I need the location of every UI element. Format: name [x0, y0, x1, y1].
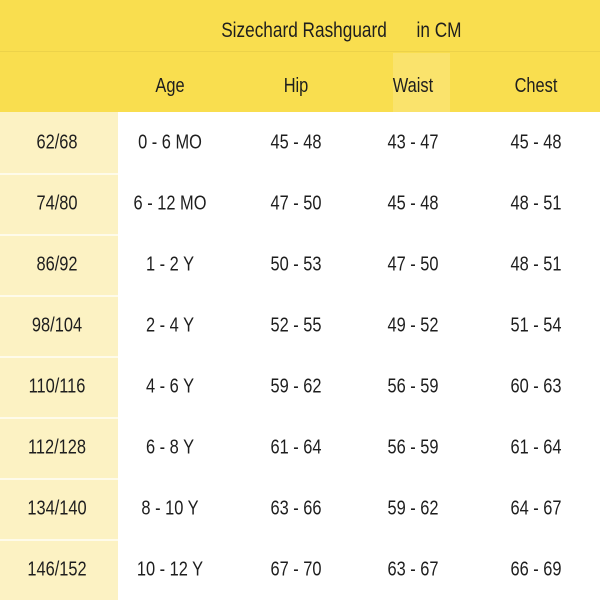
- size-cell: 62/68: [36, 131, 78, 153]
- age-cell: 10 - 12 Y: [136, 558, 204, 580]
- size-cell: 86/92: [36, 253, 78, 275]
- chest-cell: 45 - 48: [510, 131, 562, 153]
- size-cell-background: [0, 112, 118, 173]
- hip-cell: 67 - 70: [270, 558, 322, 580]
- hip-cell: 61 - 64: [270, 436, 322, 458]
- size-cell-background: [0, 173, 118, 234]
- size-cell-background: [0, 234, 118, 295]
- waist-cell: 45 - 48: [387, 192, 439, 214]
- size-cell: 134/140: [27, 497, 87, 519]
- waist-cell: 56 - 59: [387, 436, 439, 458]
- size-cell: 112/128: [27, 436, 87, 458]
- hip-cell: 52 - 55: [270, 314, 322, 336]
- waist-cell: 56 - 59: [387, 375, 439, 397]
- table-row: 112/128 6 - 8 Y 61 - 64 56 - 59 61 - 64: [0, 417, 600, 478]
- hip-cell: 45 - 48: [270, 131, 322, 153]
- waist-cell: 43 - 47: [387, 131, 439, 153]
- size-cell: 74/80: [36, 192, 78, 214]
- table-row: 146/152 10 - 12 Y 67 - 70 63 - 67 66 - 6…: [0, 539, 600, 600]
- table-row: 86/92 1 - 2 Y 50 - 53 47 - 50 48 - 51: [0, 234, 600, 295]
- waist-cell: 59 - 62: [387, 497, 439, 519]
- column-header-hip: Hip: [283, 75, 309, 97]
- column-header-waist: Waist: [392, 75, 434, 97]
- table-row: 134/140 8 - 10 Y 63 - 66 59 - 62 64 - 67: [0, 478, 600, 539]
- unit-label: in CM: [416, 19, 462, 42]
- age-cell: 0 - 6 MO: [138, 131, 202, 153]
- hip-cell: 47 - 50: [270, 192, 322, 214]
- age-cell: 2 - 4 Y: [145, 314, 195, 336]
- header-band: Sizechard Rashguard in CM Age Hip Waist …: [0, 0, 600, 112]
- waist-cell: 49 - 52: [387, 314, 439, 336]
- age-cell: 4 - 6 Y: [145, 375, 195, 397]
- chest-cell: 48 - 51: [510, 192, 562, 214]
- hip-cell: 50 - 53: [270, 253, 322, 275]
- table-row: 110/116 4 - 6 Y 59 - 62 56 - 59 60 - 63: [0, 356, 600, 417]
- column-header-age: Age: [155, 75, 185, 97]
- chest-cell: 66 - 69: [510, 558, 562, 580]
- age-cell: 1 - 2 Y: [145, 253, 195, 275]
- chest-cell: 64 - 67: [510, 497, 562, 519]
- size-cell: 98/104: [31, 314, 83, 336]
- age-cell: 6 - 12 MO: [133, 192, 207, 214]
- chest-cell: 48 - 51: [510, 253, 562, 275]
- page-title: Sizechard Rashguard: [221, 19, 387, 42]
- age-cell: 8 - 10 Y: [141, 497, 199, 519]
- size-cell: 146/152: [27, 558, 87, 580]
- size-cell-background: [0, 295, 118, 356]
- chest-cell: 61 - 64: [510, 436, 562, 458]
- size-cell-background: [0, 478, 118, 539]
- size-cell-background: [0, 356, 118, 417]
- size-cell: 110/116: [28, 375, 86, 397]
- size-cell-background: [0, 539, 118, 600]
- waist-cell: 47 - 50: [387, 253, 439, 275]
- table-row: 98/104 2 - 4 Y 52 - 55 49 - 52 51 - 54: [0, 295, 600, 356]
- size-table: 62/68 0 - 6 MO 45 - 48 43 - 47 45 - 48 7…: [0, 112, 600, 600]
- waist-cell: 63 - 67: [387, 558, 439, 580]
- column-header-chest: Chest: [514, 75, 558, 97]
- chest-cell: 51 - 54: [510, 314, 562, 336]
- header-divider-line: [0, 51, 600, 52]
- age-cell: 6 - 8 Y: [145, 436, 195, 458]
- table-row: 62/68 0 - 6 MO 45 - 48 43 - 47 45 - 48: [0, 112, 600, 173]
- chest-cell: 60 - 63: [510, 375, 562, 397]
- size-cell-background: [0, 417, 118, 478]
- waist-highlight-patch: [393, 53, 450, 112]
- table-row: 74/80 6 - 12 MO 47 - 50 45 - 48 48 - 51: [0, 173, 600, 234]
- hip-cell: 63 - 66: [270, 497, 322, 519]
- hip-cell: 59 - 62: [270, 375, 322, 397]
